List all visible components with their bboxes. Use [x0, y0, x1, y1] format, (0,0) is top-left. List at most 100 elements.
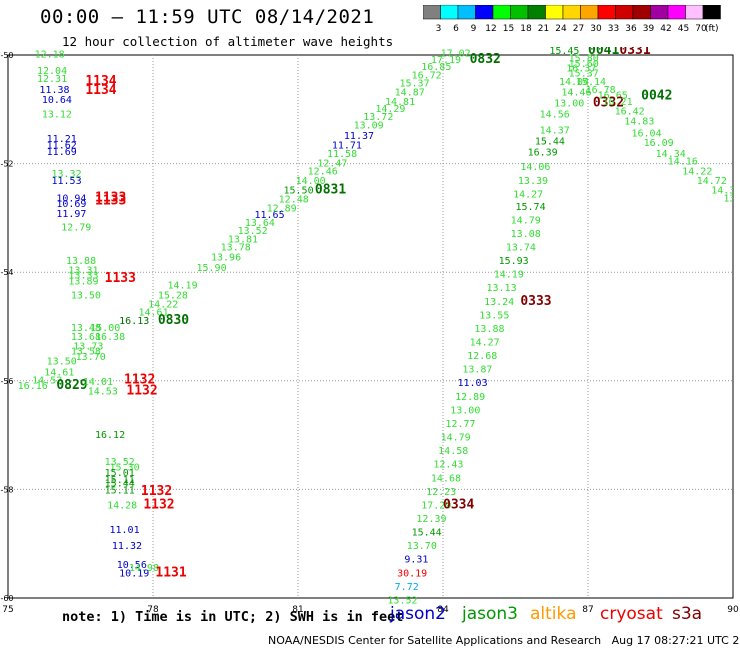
wave-height-value: 16.16: [18, 381, 48, 392]
wave-height-value: 16.12: [95, 430, 125, 441]
pass-time-label: 0830: [158, 313, 189, 328]
wave-height-value: 14.34: [656, 149, 686, 160]
wave-height-value: 13.00: [554, 99, 584, 110]
legend-swatch: [702, 5, 721, 20]
wave-height-value: 15.37: [400, 78, 430, 89]
wave-height-value: 14.28: [107, 500, 137, 511]
wave-height-value: 11.01: [110, 525, 140, 536]
pass-time-label: 1132: [141, 484, 172, 499]
wave-height-value: 10.94: [56, 194, 86, 205]
wave-height-value: 14.06: [520, 162, 550, 173]
wave-height-value: 13.70: [407, 541, 437, 552]
wave-height-value: 12.04: [37, 66, 67, 77]
wave-height-value: 11.53: [52, 176, 82, 187]
wave-height-value: 13.68: [723, 194, 740, 205]
wave-height-value: 13.55: [479, 310, 509, 321]
y-tick-label: -58: [0, 485, 13, 494]
wave-height-value: 13.24: [484, 297, 514, 308]
pass-time-label: 0831: [315, 182, 346, 197]
wave-height-value: 11.62: [47, 140, 77, 151]
wave-height-value: 13.52: [105, 457, 135, 468]
wave-height-value: 13.87: [462, 365, 492, 376]
wave-height-value: 14.27: [470, 338, 500, 349]
wave-height-value: 11.38: [39, 85, 69, 96]
wave-height-value: 14.61: [139, 308, 169, 319]
legend-tick-label: 24: [555, 24, 567, 34]
wave-height-value: 15.45: [549, 46, 579, 57]
wave-height-value: 15.93: [499, 256, 529, 267]
legend-cryosat: cryosat: [600, 604, 663, 624]
wave-height-value: 15.80: [569, 54, 599, 65]
wave-height-value: 13.88: [66, 256, 96, 267]
legend-tick-label: 18: [520, 24, 532, 34]
wave-height-value: 16.65: [598, 90, 628, 101]
wave-height-value: 13.52: [387, 595, 417, 606]
wave-height-value: 14.19: [168, 280, 198, 291]
legend-tick-label: 45: [678, 24, 689, 34]
x-tick-label: 84: [437, 605, 449, 615]
wave-height-value: 12.39: [416, 514, 446, 525]
wave-height-value: 14.19: [494, 270, 524, 281]
y-tick-label: -50: [0, 51, 13, 60]
wave-height-value: 16.42: [615, 107, 645, 118]
wave-height-value: 11.32: [112, 541, 142, 552]
map-subtitle: 12 hour collection of altimeter wave hei…: [62, 34, 394, 49]
wave-height-value: 12.79: [61, 222, 91, 233]
wave-height-value: 14.46: [561, 88, 591, 99]
wave-height-value: 13.50: [47, 357, 77, 368]
wave-height-value: 13.00: [450, 405, 480, 416]
legend-tick-label: 15: [503, 24, 514, 34]
wave-height-value: 10.56: [117, 560, 147, 571]
wave-height-value: 15.44: [412, 528, 442, 539]
pass-time-label: 0332: [593, 96, 624, 111]
wave-height-value: 12.89: [455, 392, 485, 403]
wave-height-value: 15.00: [90, 323, 120, 334]
wave-height-value: 11.97: [56, 209, 86, 220]
wave-height-value: 14.22: [148, 299, 178, 310]
wave-height-value: 17.02: [441, 49, 471, 60]
y-tick-label: -54: [0, 268, 13, 277]
legend-tick-label: 36: [625, 24, 637, 34]
footer-timestamp: Aug 17 08:27:21 UTC 2021: [611, 634, 740, 647]
wave-height-value: 14.56: [540, 109, 570, 120]
wave-height-value: 11.37: [344, 131, 374, 142]
wave-height-value: 13.88: [474, 324, 504, 335]
wave-height-value: 11.03: [458, 378, 488, 389]
wave-height-value: 14.00: [296, 176, 326, 187]
pass-time-label: 0042: [641, 89, 672, 104]
wave-height-value: 15.60: [569, 59, 599, 70]
wave-height-value: 15.11: [105, 475, 135, 486]
wave-height-value: 11.65: [255, 210, 285, 221]
wave-height-value: 16.04: [632, 128, 662, 139]
pass-time-label: 1133: [105, 271, 136, 286]
wave-height-value: 10.69: [56, 199, 86, 210]
wave-height-value: 13.72: [363, 112, 393, 123]
wave-height-value: 14.37: [540, 126, 570, 137]
legend-tick-label: 33: [608, 24, 619, 34]
wave-height-value: 12.43: [433, 460, 463, 471]
pass-time-label: 1132: [124, 373, 155, 388]
legend-tick-label: 27: [573, 24, 584, 34]
wave-height-value: 14.79: [511, 215, 541, 226]
wave-height-value: 15.37: [569, 69, 599, 80]
wave-height-value: 11.69: [47, 147, 77, 158]
wave-height-value: 14.83: [624, 117, 654, 128]
wave-height-value: 12.89: [267, 203, 297, 214]
legend-tick-label: 3: [436, 24, 442, 34]
legend-tick-label: 21: [538, 24, 549, 34]
wave-height-value: 10.64: [42, 95, 72, 106]
wave-height-value: 30.19: [397, 568, 427, 579]
pass-time-label: 0334: [443, 497, 474, 512]
pass-time-label: 1133: [95, 193, 126, 208]
wave-height-value: 14.16: [668, 157, 698, 168]
pass-time-label: 1133: [95, 191, 126, 206]
legend-jason2: jason2: [390, 604, 446, 624]
wave-height-value: 13.52: [238, 226, 268, 237]
wave-height-value: 12.48: [279, 195, 309, 206]
wave-height-value: 13.33: [68, 271, 98, 282]
wave-height-value: 14.98: [129, 563, 159, 574]
wave-height-value: 15.44: [535, 137, 565, 148]
wave-height-value: 10.19: [119, 568, 149, 579]
